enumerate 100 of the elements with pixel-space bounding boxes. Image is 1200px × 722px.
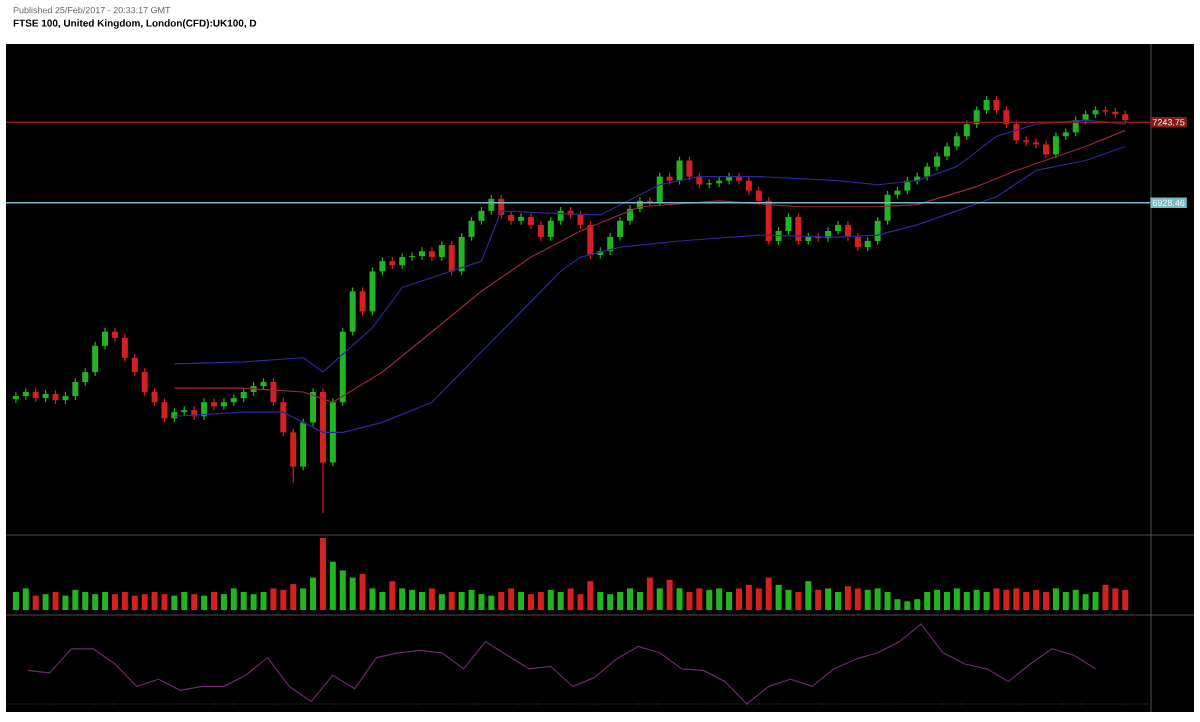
candlestick — [359, 286, 366, 316]
candlestick — [329, 397, 336, 467]
bar — [111, 594, 118, 610]
bar — [993, 588, 1000, 610]
bar — [171, 595, 178, 610]
bar — [270, 588, 277, 610]
bar — [300, 588, 307, 610]
candlestick — [438, 240, 445, 262]
bar — [587, 581, 594, 610]
candlestick — [835, 220, 842, 236]
bar — [676, 588, 683, 610]
bar — [656, 588, 663, 610]
bar — [924, 592, 931, 610]
bar — [755, 588, 762, 610]
bar — [379, 592, 386, 610]
candlestick — [211, 397, 217, 411]
bar — [92, 594, 99, 610]
candlestick — [102, 327, 109, 351]
bar — [666, 579, 673, 610]
bar — [339, 570, 346, 610]
candlestick — [587, 220, 594, 260]
bar — [716, 588, 723, 610]
candlestick — [419, 246, 426, 261]
bar — [488, 595, 495, 610]
candlestick — [111, 327, 118, 343]
bar — [805, 581, 812, 610]
bar — [1043, 592, 1050, 610]
candlestick — [339, 327, 346, 407]
bar — [121, 592, 128, 610]
bar — [22, 588, 29, 610]
bar — [1072, 589, 1079, 610]
bar — [141, 594, 148, 610]
bar — [1023, 592, 1030, 610]
bar — [1092, 592, 1099, 610]
bar — [854, 588, 861, 610]
candlestick — [973, 105, 980, 129]
candlestick — [963, 119, 970, 141]
candlestick — [537, 220, 544, 242]
bar — [934, 589, 941, 610]
line-series — [173, 145, 1126, 433]
bar — [745, 584, 752, 610]
bar — [646, 577, 653, 610]
bar — [419, 592, 426, 610]
bar — [220, 594, 227, 610]
candlestick — [617, 216, 624, 242]
candlestick — [270, 377, 277, 407]
candlestick — [319, 387, 326, 514]
bar — [349, 577, 356, 610]
candlestick — [1052, 131, 1059, 159]
bar — [904, 601, 911, 610]
bar — [983, 592, 990, 610]
candlestick — [369, 266, 376, 316]
bar — [399, 588, 406, 610]
bar — [686, 592, 693, 610]
candlestick — [458, 232, 465, 276]
candlestick — [131, 353, 138, 377]
bar — [706, 589, 713, 610]
candlestick — [765, 196, 772, 246]
bar — [12, 592, 19, 610]
bar — [359, 574, 366, 610]
bar — [389, 581, 396, 610]
bar — [973, 589, 980, 610]
candlestick — [141, 367, 148, 397]
bar — [1122, 589, 1129, 610]
candlestick — [201, 397, 208, 421]
candlestick — [92, 341, 99, 377]
bar — [1082, 594, 1089, 610]
bar — [537, 592, 544, 610]
bar — [735, 588, 742, 610]
bar — [191, 594, 198, 610]
candlestick — [1013, 119, 1020, 145]
bar — [844, 586, 851, 610]
bar — [250, 594, 257, 610]
bar — [369, 588, 376, 610]
candlestick — [121, 333, 128, 363]
bar — [1062, 592, 1069, 610]
candlestick — [280, 397, 287, 437]
candlestick — [1003, 105, 1010, 129]
bar — [547, 589, 554, 610]
candlestick — [300, 417, 307, 472]
bar — [815, 589, 822, 610]
bar — [240, 592, 247, 610]
bar — [1013, 588, 1020, 610]
bar — [864, 589, 871, 610]
candlestick — [656, 172, 663, 207]
candlestick — [220, 397, 227, 411]
candlestick — [884, 190, 891, 226]
bar — [260, 592, 267, 610]
bar — [914, 599, 921, 610]
bar — [498, 592, 505, 610]
candlestick — [428, 246, 435, 262]
bar — [62, 595, 69, 610]
bar — [438, 594, 445, 610]
bar — [201, 595, 208, 610]
bar — [527, 594, 534, 610]
bar — [1102, 584, 1109, 610]
bar — [102, 592, 109, 610]
bar — [211, 592, 217, 610]
candlestick — [349, 286, 356, 337]
bar — [1052, 588, 1059, 610]
